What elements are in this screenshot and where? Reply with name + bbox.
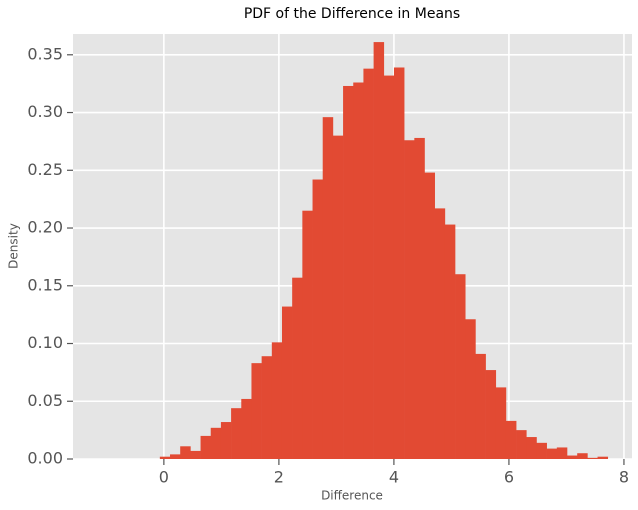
- histogram-bar: [200, 435, 212, 459]
- y-tick-label: 0.10: [27, 333, 63, 352]
- y-tick-label: 0.25: [27, 160, 63, 179]
- histogram-bar: [322, 117, 334, 460]
- histogram-bar: [302, 210, 313, 459]
- histogram-bar: [231, 408, 242, 459]
- x-tick-label: 4: [389, 468, 399, 487]
- histogram-bar: [556, 447, 568, 459]
- histogram-bar: [353, 82, 364, 459]
- x-axis-label: Difference: [321, 489, 383, 503]
- histogram-bar: [180, 446, 191, 459]
- histogram-bar: [343, 85, 354, 460]
- histogram-bar: [210, 427, 222, 459]
- y-tick-label: 0.00: [27, 449, 63, 468]
- histogram-bar: [159, 456, 171, 459]
- y-tick-label: 0.30: [27, 102, 63, 121]
- y-tick-label: 0.20: [27, 218, 63, 237]
- histogram-bar: [505, 420, 517, 459]
- histogram-bar: [261, 356, 273, 459]
- x-tick-label: 8: [619, 468, 629, 487]
- histogram-bar: [251, 363, 262, 459]
- histogram-bar: [577, 453, 588, 459]
- histogram-bar: [414, 137, 425, 459]
- histogram-bar: [292, 277, 303, 459]
- histogram-bar: [170, 454, 181, 459]
- x-tick-label: 2: [274, 468, 284, 487]
- y-tick-label: 0.35: [27, 44, 63, 63]
- histogram-bar: [526, 437, 537, 459]
- histogram-bar: [393, 67, 405, 459]
- histogram-bar: [404, 140, 415, 459]
- histogram-bar: [424, 172, 435, 459]
- y-tick-label: 0.05: [27, 391, 63, 410]
- histogram-bar: [281, 306, 293, 459]
- histogram-bar: [434, 208, 446, 459]
- histogram-bar: [190, 450, 201, 459]
- histogram-bar: [597, 456, 609, 459]
- histogram-bar: [516, 430, 527, 459]
- histogram-bar: [220, 422, 232, 459]
- histogram-bar: [373, 42, 385, 460]
- chart-title: PDF of the Difference in Means: [244, 6, 460, 22]
- x-tick-label: 6: [504, 468, 514, 487]
- histogram-bar: [312, 179, 324, 460]
- histogram-bar: [444, 224, 456, 459]
- histogram-bar: [567, 455, 578, 459]
- y-tick-label: 0.15: [27, 275, 63, 294]
- histogram-bar: [495, 387, 507, 459]
- y-axis-label: Density: [7, 223, 21, 269]
- histogram-bar: [241, 398, 252, 459]
- histogram-bar: [363, 68, 374, 460]
- histogram-bar: [455, 274, 466, 459]
- histogram-bar: [475, 353, 486, 459]
- histogram-bar: [271, 342, 283, 459]
- histogram-bar: [485, 370, 497, 459]
- histogram-bar: [383, 75, 395, 460]
- x-tick-label: 0: [159, 468, 169, 487]
- histogram-bar: [536, 442, 547, 459]
- histogram-bar: [332, 135, 344, 459]
- histogram-bar: [465, 319, 476, 459]
- histogram-bar: [546, 448, 558, 459]
- histogram-bar: [587, 457, 598, 459]
